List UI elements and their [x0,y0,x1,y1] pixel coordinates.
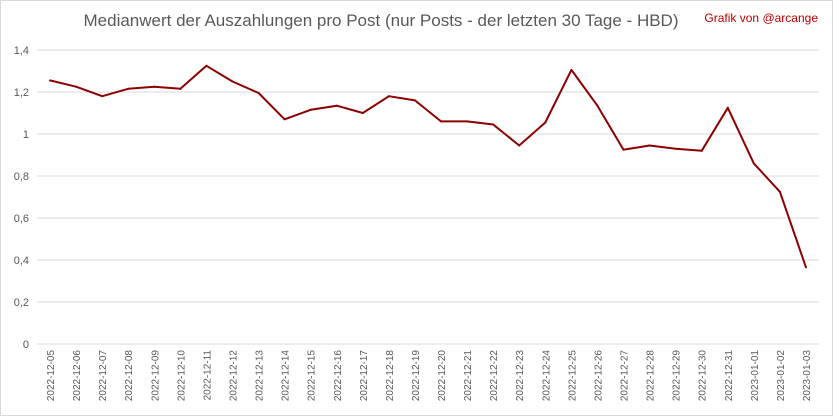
data-point [752,162,755,165]
y-tick-label: 1 [23,129,29,141]
x-tick-label: 2022-12-29 [672,350,683,402]
data-point [518,144,521,147]
data-point [231,80,234,83]
x-axis-ticks: 2022-12-05 2022-12-06 2022-12-07 2022-12-08… [46,350,813,402]
y-tick-label: 0,6 [14,213,29,225]
x-tick-label: 2022-12-10 [176,350,187,402]
data-point [674,147,677,150]
x-tick-label: 2022-12-14 [281,350,292,402]
data-point [361,112,364,114]
y-tick-label: 0,2 [14,297,29,309]
data-point [257,92,260,95]
x-tick-label: 2022-12-08 [124,350,135,402]
series-line [49,64,807,268]
x-tick-label: 2022-12-22 [489,350,500,402]
y-tick-label: 0,4 [14,255,29,267]
x-tick-label: 2022-12-11 [202,350,213,401]
data-point [413,99,416,102]
data-point [466,120,469,123]
x-tick-label: 2022-12-23 [515,350,526,402]
data-point [101,95,104,98]
data-point [387,95,390,98]
data-point [440,120,443,123]
y-tick-label: 0,8 [14,171,29,183]
x-tick-label: 2022-12-06 [72,350,83,402]
x-tick-label: 2023-01-01 [750,350,761,402]
x-tick-label: 2022-12-26 [593,350,604,402]
x-tick-label: 2023-01-02 [776,350,787,402]
data-point [492,123,495,126]
x-tick-label: 2022-12-13 [255,350,266,402]
x-tick-label: 2022-12-19 [411,350,422,402]
data-point [179,87,182,90]
x-tick-label: 2022-12-12 [229,350,240,402]
x-tick-label: 2022-12-28 [646,350,657,402]
x-tick-label: 2022-12-05 [46,350,57,402]
x-tick-label: 2022-12-17 [359,350,370,402]
x-tick-label: 2023-01-03 [802,350,813,402]
data-point [648,144,651,147]
data-point [726,106,729,109]
data-point [570,68,573,71]
data-point [49,79,52,82]
data-point [778,190,781,193]
data-point [622,148,625,151]
data-point [283,118,286,121]
data-point [804,266,807,269]
x-tick-label: 2022-12-21 [463,350,474,402]
x-tick-label: 2022-12-16 [333,350,344,402]
x-tick-label: 2022-12-09 [150,350,161,402]
series-median-payout [49,64,807,269]
data-point [335,104,338,107]
data-point [153,85,156,88]
x-tick-label: 2022-12-15 [307,350,318,402]
data-point [596,104,599,107]
x-tick-label: 2022-12-18 [385,350,396,402]
y-tick-label: 1,4 [14,45,29,57]
data-point [127,87,130,90]
x-tick-label: 2022-12-31 [724,350,735,402]
y-tick-label: 0 [23,339,29,351]
x-tick-label: 2022-12-27 [620,350,631,402]
data-point [75,85,78,88]
chart-credit: Grafik von @arcange [704,11,818,25]
y-axis-ticks: 0 0,2 0,4 0,6 0,8 1 1,2 1,4 [14,45,29,351]
data-point [309,108,312,111]
chart-title: Medianwert der Auszahlungen pro Post (nu… [83,11,679,30]
data-point [544,121,547,124]
y-tick-label: 1,2 [14,87,29,99]
x-tick-label: 2022-12-07 [98,350,109,402]
data-point [700,149,703,152]
x-tick-label: 2022-12-20 [437,350,448,402]
x-tick-label: 2022-12-24 [541,350,552,402]
gridlines [37,49,819,345]
x-tick-label: 2022-12-30 [698,350,709,402]
x-tick-label: 2022-12-25 [567,350,578,402]
data-point [205,64,208,67]
